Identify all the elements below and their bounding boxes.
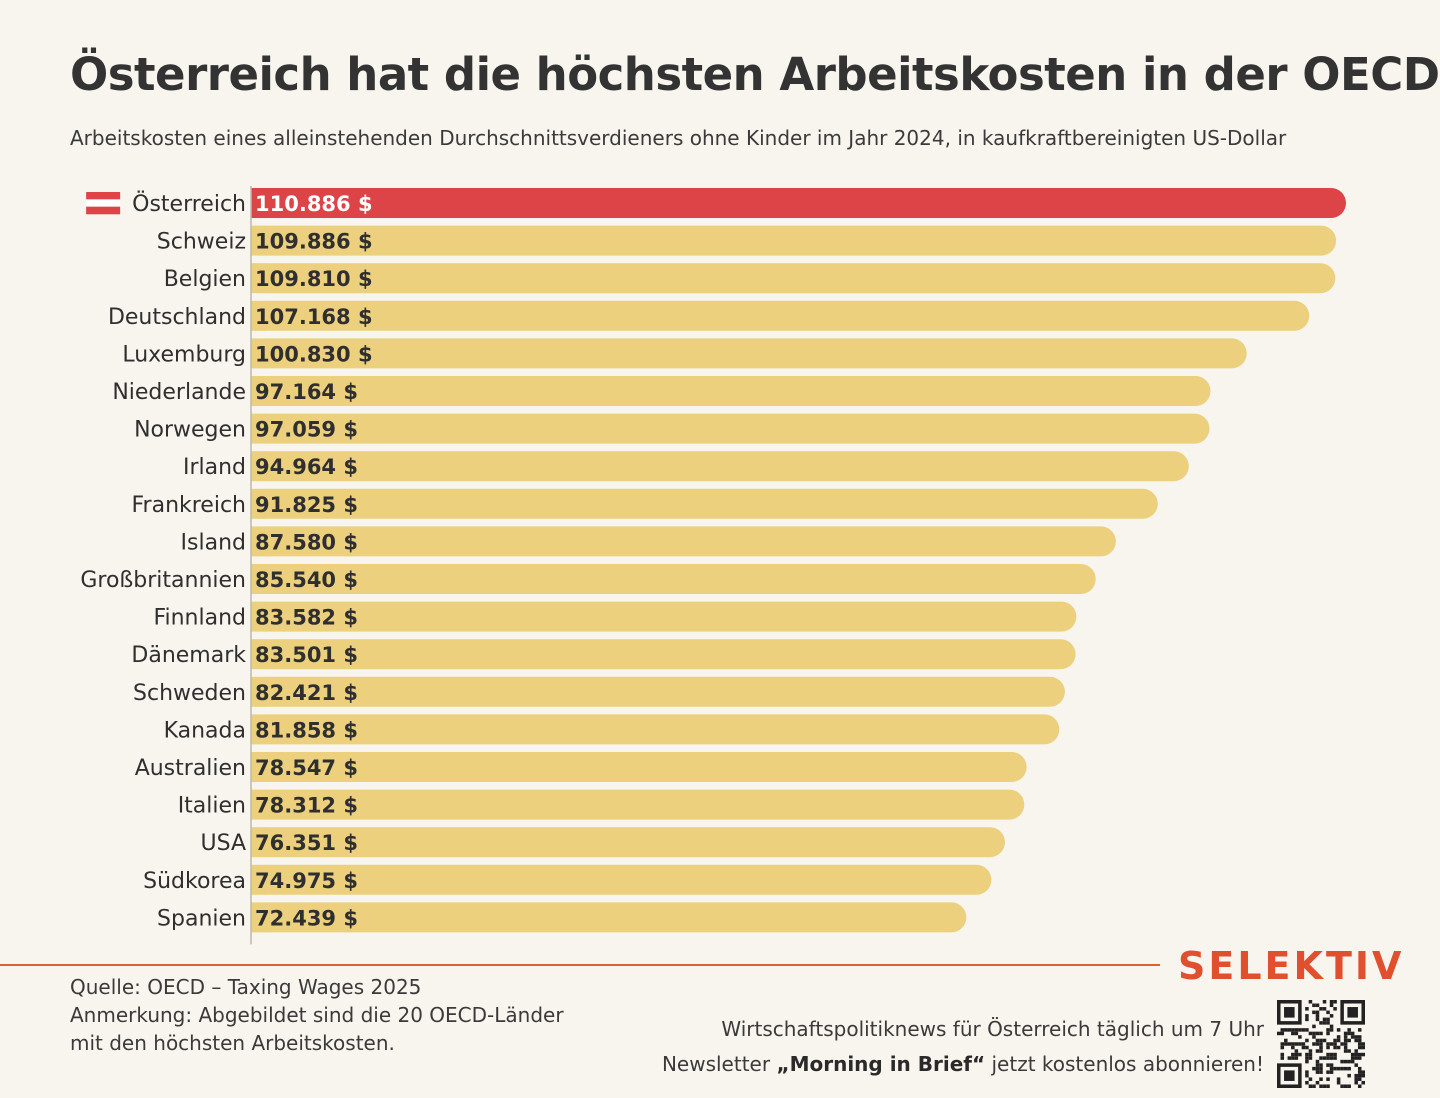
promo-line-2: Newsletter „Morning in Brief“ jetzt kost… [662, 1047, 1264, 1082]
bar [251, 564, 1096, 594]
bar-base [251, 564, 266, 594]
promo-line-1: Wirtschaftspolitiknews für Österreich tä… [721, 1017, 1264, 1041]
bar-base [251, 752, 266, 782]
category-label: Niederlande [112, 380, 246, 405]
bar [251, 488, 1158, 519]
bar-base [251, 902, 266, 933]
bar-base [251, 714, 266, 745]
bar [251, 752, 1027, 782]
category-label: Belgien [164, 267, 246, 292]
bar-base [251, 601, 266, 632]
note-line-2: mit den höchsten Arbeitskosten. [70, 1031, 395, 1055]
bar-base [251, 488, 266, 519]
category-label: Schweiz [157, 230, 246, 255]
value-label: 100.830 $ [255, 342, 373, 366]
category-label: Norwegen [134, 418, 246, 443]
value-label: 83.501 $ [255, 643, 358, 667]
bar-base [251, 263, 266, 294]
note-line-1: Anmerkung: Abgebildet sind die 20 OECD-L… [70, 1003, 564, 1027]
bar-base [251, 864, 266, 895]
bar-base [251, 376, 266, 406]
footer-divider [0, 964, 1160, 966]
category-label: Italien [178, 794, 246, 819]
newsletter-name: „Morning in Brief“ [776, 1052, 986, 1076]
value-label: 109.886 $ [255, 230, 373, 254]
bar [251, 864, 992, 895]
bar [251, 639, 1076, 670]
value-label: 109.810 $ [255, 267, 373, 291]
bar [251, 338, 1247, 369]
value-label: 72.439 $ [255, 906, 358, 930]
promo-post: jetzt kostenlos abonnieren! [985, 1052, 1264, 1076]
bar [251, 601, 1077, 632]
value-label: 83.582 $ [255, 606, 358, 630]
bar-base [251, 300, 266, 331]
value-label: 91.825 $ [255, 493, 358, 517]
category-label: Dänemark [131, 643, 246, 668]
value-label: 78.312 $ [255, 794, 358, 818]
bar-base [251, 827, 266, 858]
newsletter-promo: Wirtschaftspolitiknews für Österreich tä… [662, 1012, 1264, 1082]
value-label: 87.580 $ [255, 530, 358, 554]
chart-subtitle: Arbeitskosten eines alleinstehenden Durc… [70, 126, 1287, 150]
bar [251, 827, 1005, 858]
bar [251, 676, 1065, 707]
category-label: USA [200, 831, 246, 856]
bar-base [251, 526, 266, 557]
bar [251, 376, 1211, 406]
bar [251, 714, 1060, 745]
bar [251, 263, 1336, 294]
value-label: 107.168 $ [255, 305, 373, 329]
bar [251, 526, 1116, 557]
category-label: Australien [135, 756, 246, 781]
category-label: Großbritannien [80, 568, 246, 593]
category-label: Schweden [133, 681, 246, 706]
bar [251, 225, 1337, 256]
source-text: Quelle: OECD – Taxing Wages 2025 [70, 975, 422, 999]
category-label: Südkorea [143, 869, 246, 894]
bar-base [251, 789, 266, 820]
category-label: Island [181, 530, 246, 555]
chart-title: Österreich hat die höchsten Arbeitskoste… [70, 48, 1440, 101]
bar [251, 300, 1310, 331]
value-label: 81.858 $ [255, 718, 358, 742]
value-label: 74.975 $ [255, 869, 358, 893]
bar-base [251, 338, 266, 369]
category-label: Irland [183, 455, 246, 480]
bar-base [251, 413, 266, 444]
value-label: 110.886 $ [255, 192, 373, 216]
bar [251, 451, 1189, 482]
category-label: Finnland [153, 606, 246, 631]
promo-pre: Newsletter [661, 1052, 777, 1076]
bar [251, 413, 1210, 444]
austria-flag-icon [86, 192, 121, 215]
category-label: Luxemburg [122, 342, 246, 367]
category-label: Deutschland [108, 305, 246, 330]
value-label: 82.421 $ [255, 681, 358, 705]
brand-logo: SELEKTIV [1178, 944, 1405, 988]
bar-base [251, 188, 266, 218]
category-label: Österreich [132, 191, 246, 217]
value-label: 78.547 $ [255, 756, 358, 780]
qr-code-icon[interactable] [1277, 1000, 1365, 1088]
source-note: Quelle: OECD – Taxing Wages 2025 Anmerku… [70, 973, 630, 1057]
value-label: 97.164 $ [255, 380, 358, 404]
value-label: 97.059 $ [255, 418, 358, 442]
value-label: 76.351 $ [255, 831, 358, 855]
bar [251, 902, 967, 933]
bar [251, 188, 1346, 218]
bar-base [251, 225, 266, 256]
bar-base [251, 451, 266, 482]
category-label: Frankreich [131, 493, 246, 518]
bar-base [251, 639, 266, 670]
bar [251, 789, 1025, 820]
value-label: 85.540 $ [255, 568, 358, 592]
value-label: 94.964 $ [255, 455, 358, 479]
category-label: Kanada [164, 718, 246, 743]
category-label: Spanien [157, 906, 246, 931]
bar-base [251, 676, 266, 707]
